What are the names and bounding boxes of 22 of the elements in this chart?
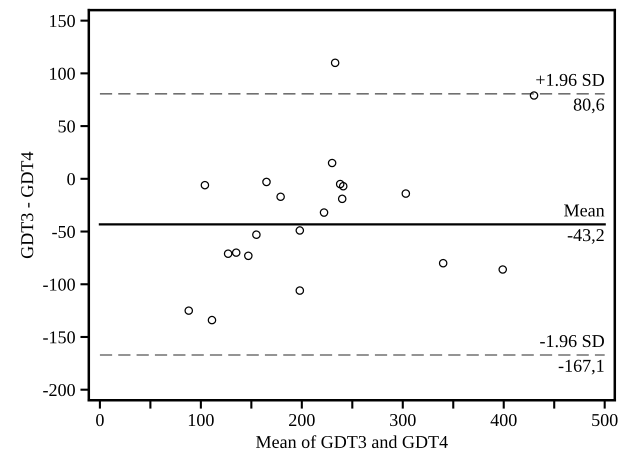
y-tick-label: 150	[50, 14, 75, 28]
x-axis-title: Mean of GDT3 and GDT4	[256, 435, 448, 448]
y-tick-label: -150	[43, 331, 75, 344]
x-tick-label: 100	[188, 414, 214, 426]
ref-line-label: +1.96 SD	[536, 74, 604, 86]
x-tick-label: 0	[96, 414, 104, 426]
annotation: -167,1	[558, 360, 604, 374]
y-axis-title: GDT3 - GDT4	[21, 152, 34, 258]
x-tick-label: 400	[490, 414, 517, 426]
x-tick-label: 300	[390, 414, 416, 426]
y-tick-label: -200	[43, 384, 75, 396]
y-tick-label: 100	[50, 68, 75, 80]
annotation: -43,2	[568, 229, 604, 244]
y-tick-label: -100	[43, 278, 75, 291]
x-tick-label: 500	[592, 414, 618, 426]
ref-line-label: Mean	[564, 204, 604, 217]
x-tick-label: 200	[289, 414, 315, 426]
y-tick-label: 50	[58, 120, 75, 133]
ref-line-label: -1.96 SD	[540, 335, 604, 348]
annotation: 80,6	[574, 98, 604, 114]
y-tick-label: -50	[52, 226, 75, 238]
y-tick-label: 0	[67, 173, 75, 186]
